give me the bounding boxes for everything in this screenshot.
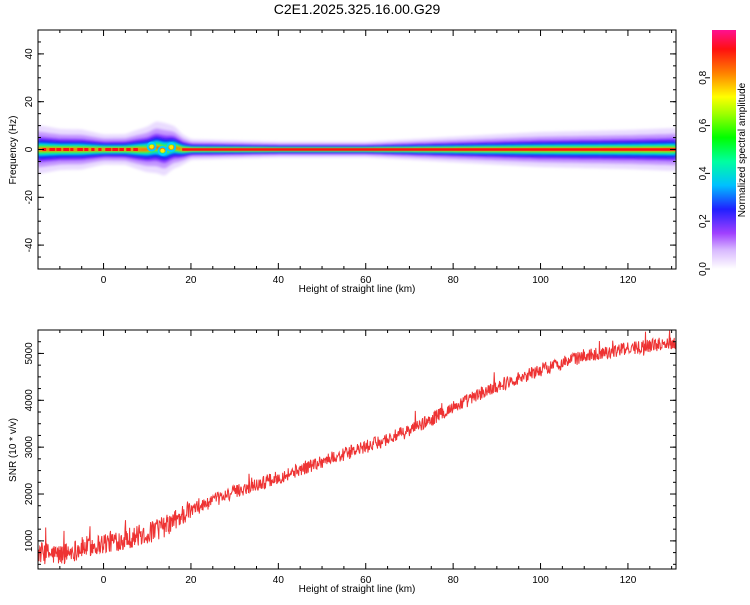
snr-marks [38,330,676,565]
colorbar-gradient [712,30,736,269]
spectrogram-peak-cell [112,148,119,151]
spectrogram-y-tick-label: -20 [24,190,35,205]
spectrogram-y-ticks: -40 -20 0 20 40 [24,29,676,270]
spectrogram-peak-cell [105,148,112,151]
spectrogram-x-tick-label: 120 [620,275,637,286]
spectrogram-x-tick-label: 100 [532,275,549,286]
snr-x-tick-label: 20 [185,575,197,586]
spectrogram-x-tick-label: 60 [360,275,372,286]
spectrogram-x-tick-label: 80 [448,275,460,286]
snr-x-ticks: 0 20 40 60 80 100 120 [37,330,673,586]
snr-y-tick-label: 3000 [24,436,35,459]
spectrogram-blob [166,142,177,153]
spectrogram-x-tick-label: 40 [273,275,285,286]
snr-y-axis-label: SNR (10 * v/v) [8,418,19,482]
spectrogram-peak-cell [84,148,89,151]
figure-title: C2E1.2025.325.16.00.G29 [274,1,441,17]
colorbar: 0.0 0.2 0.4 0.6 0.8 Normalized spectral ampl… [698,30,748,276]
colorbar-label: Normalized spectral amplitude [737,82,748,217]
spectrogram-blob-core [149,144,154,149]
spectrogram-panel: 0 20 40 60 80 100 120 -40 -20 0 20 40 Height of st… [8,29,677,295]
snr-x-tick-label: 120 [620,575,637,586]
spectrogram-blob-core [160,148,165,153]
spectrogram-peak-cell [42,148,47,151]
colorbar-tick-label: 0.2 [698,214,709,228]
colorbar-tick-label: 0.4 [698,166,709,180]
spectrogram-blob [146,141,157,152]
snr-x-tick-label: 100 [532,575,549,586]
spectrogram-peak-cell [98,148,102,151]
snr-y-tick-label: 4000 [24,389,35,412]
spectrogram-x-ticks: 0 20 40 60 80 100 120 [37,30,673,286]
spectrogram-y-axis-label: Frequency (Hz) [8,116,19,185]
spectrogram-x-tick-label: 0 [101,275,107,286]
spectrogram-peak-cell [49,148,56,151]
colorbar-tick-label: 0.8 [698,70,709,84]
spectrogram-marks [38,121,676,176]
spectrogram-y-tick-label: 40 [24,48,35,60]
colorbar-tick-label: 0.0 [698,262,709,276]
spectrogram-peak-cell [126,148,131,151]
spectrogram-blob-core [169,145,174,150]
spectrogram-peak-cell [56,148,62,151]
spectrogram-peak-cell [91,148,95,151]
spectrogram-peak-cell [77,148,83,151]
snr-frame [37,329,677,570]
spectrogram-y-tick-label: 0 [24,146,35,152]
snr-y-ticks: 1000 2000 3000 4000 5000 [24,329,676,565]
snr-y-tick-label: 1000 [24,529,35,552]
spectrogram-peak-cell [133,148,138,151]
snr-x-tick-label: 40 [273,575,285,586]
spectrogram-y-tick-label: 20 [24,96,35,108]
snr-x-tick-label: 0 [101,575,107,586]
spectrogram-peak-cell [63,148,70,151]
spectrogram-peak-cell [119,148,124,151]
colorbar-ticks: 0.0 0.2 0.4 0.6 0.8 [698,70,710,276]
spectrogram-peak-cell [70,148,74,151]
snr-x-tick-label: 60 [360,575,372,586]
spectrogram-blob [157,145,168,156]
colorbar-tick-label: 0.6 [698,118,709,132]
snr-x-axis-label: Height of straight line (km) [299,584,416,595]
spectrogram-y-tick-label: -40 [24,237,35,252]
spectrogram-x-tick-label: 20 [185,275,197,286]
spectrogram-x-axis-label: Height of straight line (km) [299,284,416,295]
snr-y-tick-label: 5000 [24,342,35,365]
snr-y-tick-label: 2000 [24,482,35,505]
snr-series-line [38,330,676,565]
snr-x-tick-label: 80 [448,575,460,586]
snr-panel: 0 20 40 60 80 100 120 1000 2000 3000 4000 5000 Hei… [8,329,677,595]
